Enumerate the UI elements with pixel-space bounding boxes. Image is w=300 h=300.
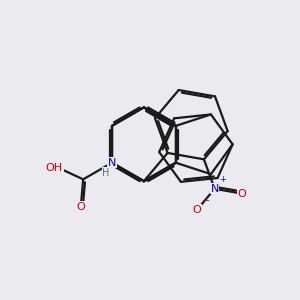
Text: O: O [76, 202, 85, 212]
Text: OH: OH [46, 163, 63, 173]
Text: +: + [219, 175, 226, 184]
Text: −: − [202, 196, 210, 206]
Text: H: H [102, 168, 110, 178]
Text: O: O [238, 189, 246, 199]
Text: N: N [211, 184, 219, 194]
Text: O: O [193, 205, 201, 215]
Text: N: N [108, 158, 116, 168]
